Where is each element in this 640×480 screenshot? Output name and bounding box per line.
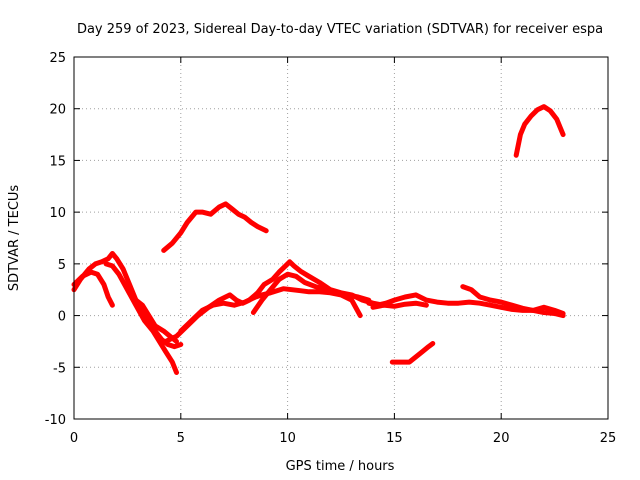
series-arc-6 (178, 286, 363, 334)
y-axis-label: SDTVAR / TECUs (7, 185, 22, 292)
series-arc-12 (389, 341, 436, 365)
series-arc-1 (71, 251, 184, 350)
axis-ticks: 0 5 10 15 20 25 -10 -5 0 5 10 15 20 25 (45, 51, 617, 446)
x-tick-label: 20 (493, 431, 510, 446)
y-tick-label: -10 (45, 413, 66, 428)
series-arc-2 (71, 269, 115, 308)
x-tick-label: 15 (386, 431, 403, 446)
plot-frame (73, 56, 609, 420)
grid-lines (74, 57, 608, 419)
series-arc-8 (161, 201, 269, 253)
data-series (71, 104, 566, 375)
x-tick-label: 10 (279, 431, 296, 446)
y-tick-label: 20 (49, 103, 66, 118)
series-arc-10 (370, 300, 429, 310)
chart-title: Day 259 of 2023, Sidereal Day-to-day VTE… (77, 22, 603, 37)
series-arc-4 (133, 297, 179, 344)
series-arc-7 (250, 271, 372, 315)
y-tick-label: 10 (49, 206, 66, 221)
y-tick-label: -5 (53, 361, 66, 376)
x-tick-label: 5 (177, 431, 185, 446)
x-tick-label: 0 (70, 431, 78, 446)
series-arc-13 (513, 104, 566, 158)
y-tick-label: 0 (58, 310, 66, 325)
y-tick-label: 15 (49, 154, 66, 169)
y-tick-label: 25 (49, 51, 66, 66)
series-arc-11 (460, 284, 566, 319)
y-tick-label: 5 (58, 258, 66, 273)
x-tick-label: 25 (600, 431, 617, 446)
series-arc-3 (103, 261, 179, 375)
x-axis-label: GPS time / hours (286, 459, 395, 474)
